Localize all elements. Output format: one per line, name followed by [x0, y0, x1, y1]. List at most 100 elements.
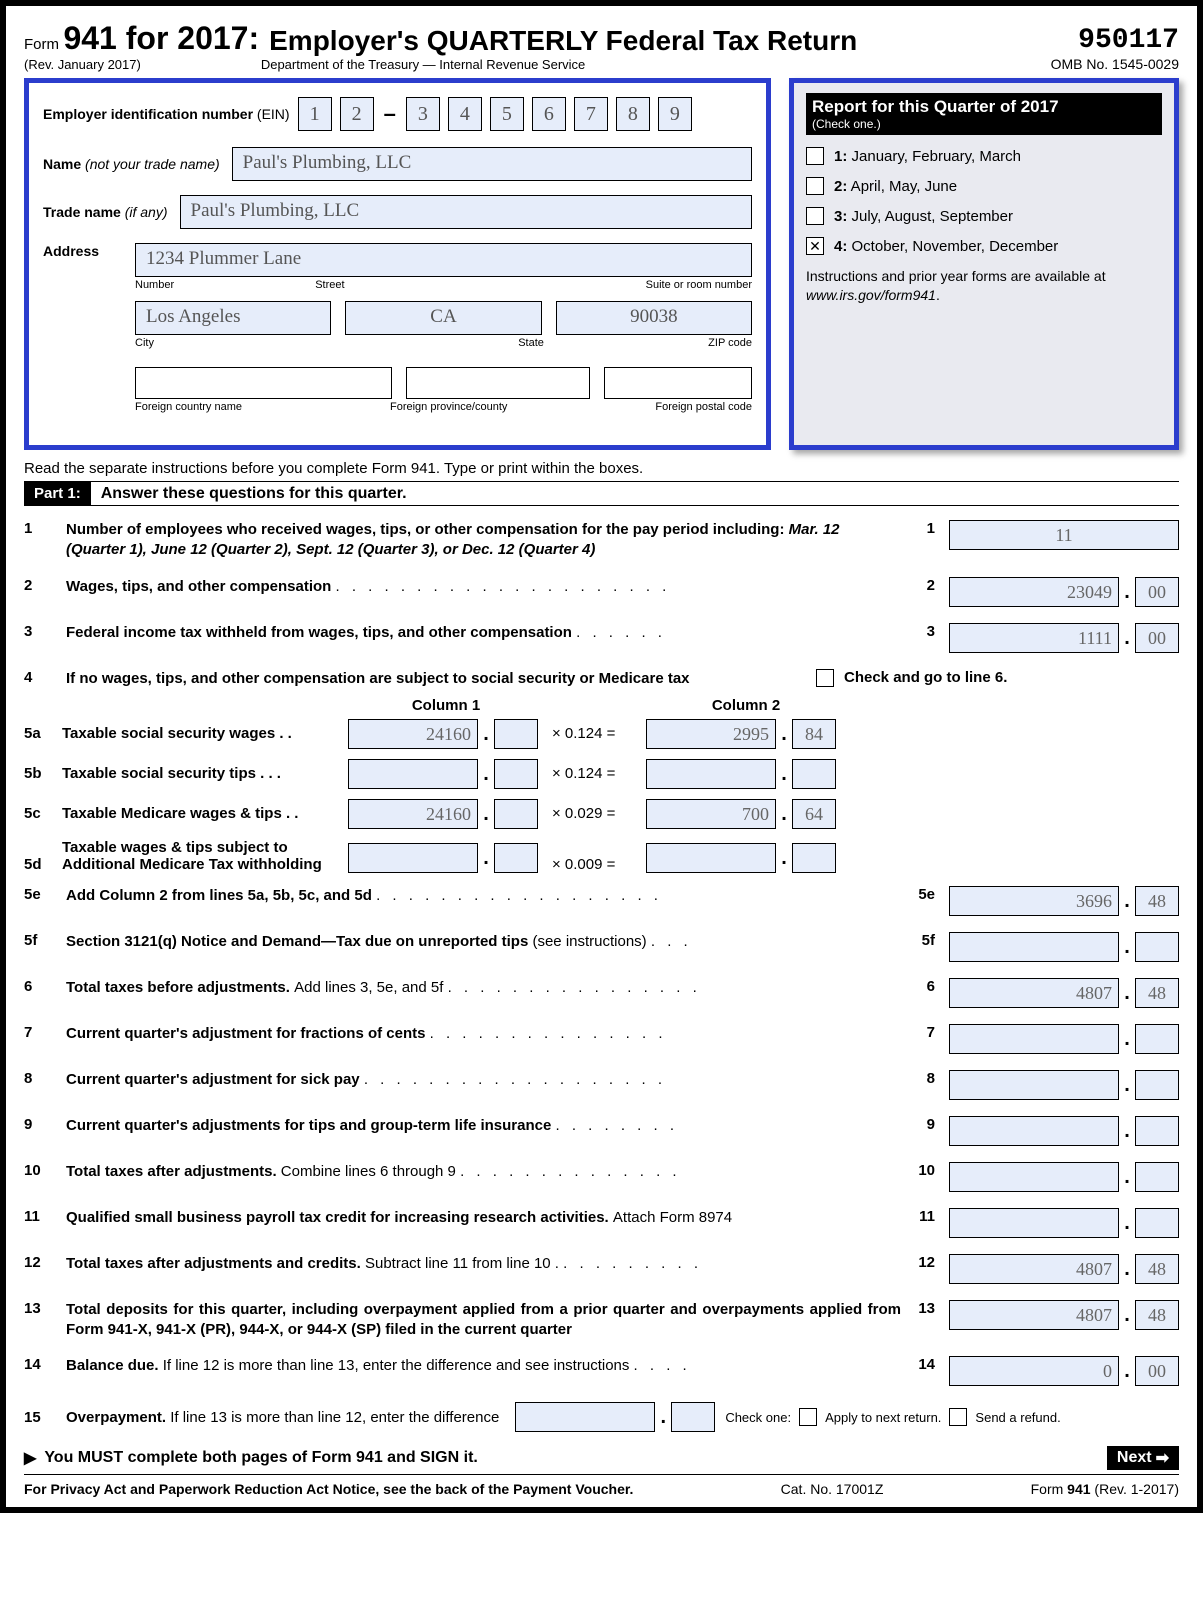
must-complete-label: You MUST complete both pages of Form 941…	[44, 1449, 478, 1467]
line-3-amount[interactable]: 1111.00	[949, 623, 1179, 653]
column-headers: Column 1 Column 2	[346, 697, 1179, 714]
city-input[interactable]: Los Angeles	[135, 301, 331, 335]
ein-abbr: (EIN)	[257, 106, 290, 122]
send-refund-checkbox[interactable]	[949, 1408, 967, 1426]
ein-digit-6[interactable]: 6	[532, 97, 566, 131]
line-5c-col2[interactable]: 700.64	[646, 799, 836, 829]
line-1: 1 Number of employees who received wages…	[24, 512, 1179, 569]
line-4-checkbox[interactable]	[816, 669, 834, 687]
line-6-amount[interactable]: 4807.48	[949, 978, 1179, 1008]
line-14-amount[interactable]: 0.00	[949, 1356, 1179, 1386]
line-5c-col1[interactable]: 24160.	[348, 799, 538, 829]
ein-label: Employer identification number	[43, 106, 253, 122]
line-2-amount[interactable]: 23049.00	[949, 577, 1179, 607]
sub-city: City	[135, 337, 154, 349]
quarter-1-label: 1: January, February, March	[834, 148, 1021, 165]
sub-fpost: Foreign postal code	[655, 401, 752, 413]
line-5f-amount[interactable]: .	[949, 932, 1179, 962]
line-2: 2 Wages, tips, and other compensation . …	[24, 569, 1179, 615]
line-10-amount[interactable]: .	[949, 1162, 1179, 1192]
line-13: 13 Total deposits for this quarter, incl…	[24, 1292, 1179, 1349]
line-12-amount[interactable]: 4807.48	[949, 1254, 1179, 1284]
zip-input[interactable]: 90038	[556, 301, 752, 335]
quarter-4-label: 4: October, November, December	[834, 238, 1058, 255]
foreign-province-input[interactable]	[406, 367, 590, 399]
trade-input[interactable]: Paul's Plumbing, LLC	[180, 195, 752, 229]
form-page: Form 941 for 2017: Employer's QUARTERLY …	[0, 0, 1203, 1513]
state-input[interactable]: CA	[345, 301, 541, 335]
ein-digit-9[interactable]: 9	[658, 97, 692, 131]
header-left: Form 941 for 2017: Employer's QUARTERLY …	[24, 20, 857, 72]
line-11-amount[interactable]: .	[949, 1208, 1179, 1238]
line-9: 9 Current quarter's adjustments for tips…	[24, 1108, 1179, 1154]
part-1-header: Part 1: Answer these questions for this …	[24, 481, 1179, 506]
part-1-tag: Part 1:	[24, 482, 91, 505]
line-5f: 5f Section 3121(q) Notice and Demand—Tax…	[24, 924, 1179, 970]
line-8-amount[interactable]: .	[949, 1070, 1179, 1100]
form-title: Employer's QUARTERLY Federal Tax Return	[269, 25, 857, 57]
line-5a-col2[interactable]: 2995.84	[646, 719, 836, 749]
employer-info-box: Employer identification number (EIN) 1 2…	[24, 78, 771, 450]
line-5a-col1[interactable]: 24160.	[348, 719, 538, 749]
quarter-title: Report for this Quarter of 2017 (Check o…	[806, 93, 1162, 135]
sub-fcn: Foreign country name	[135, 401, 242, 413]
ein-digit-4[interactable]: 4	[448, 97, 482, 131]
line-10: 10 Total taxes after adjustments. Combin…	[24, 1154, 1179, 1200]
ein-digit-1[interactable]: 1	[298, 97, 332, 131]
header: Form 941 for 2017: Employer's QUARTERLY …	[24, 20, 1179, 72]
name-input[interactable]: Paul's Plumbing, LLC	[232, 147, 752, 181]
quarter-1-checkbox[interactable]	[806, 147, 824, 165]
line-5b-col1[interactable]: .	[348, 759, 538, 789]
ein-digit-7[interactable]: 7	[574, 97, 608, 131]
ein-digit-2[interactable]: 2	[340, 97, 374, 131]
line-7-amount[interactable]: .	[949, 1024, 1179, 1054]
next-button[interactable]: Next➡	[1107, 1446, 1179, 1470]
arrow-icon: ▶	[24, 1448, 36, 1468]
line-5d-col1[interactable]: .	[348, 843, 538, 873]
name-label: Name	[43, 156, 81, 172]
catalog-number: Cat. No. 17001Z	[781, 1481, 884, 1497]
line-5d-col2[interactable]: .	[646, 843, 836, 873]
foreign-country-input[interactable]	[135, 367, 392, 399]
ein-dash: –	[382, 101, 398, 127]
line-5e: 5e Add Column 2 from lines 5a, 5b, 5c, a…	[24, 878, 1179, 924]
form-code: 950117	[1051, 25, 1179, 56]
ein-digit-5[interactable]: 5	[490, 97, 524, 131]
form-ref: Form 941 (Rev. 1-2017)	[1031, 1481, 1179, 1497]
form-word: Form	[24, 36, 59, 53]
quarter-3-checkbox[interactable]	[806, 207, 824, 225]
sub-street: Street	[315, 279, 344, 291]
quarter-4-checkbox[interactable]: ✕	[806, 237, 824, 255]
line-15-amount[interactable]: .	[515, 1402, 715, 1432]
apply-next-return-label: Apply to next return.	[825, 1410, 941, 1425]
sub-fpc: Foreign province/county	[390, 401, 507, 413]
quarter-2-checkbox[interactable]	[806, 177, 824, 195]
foreign-postal-input[interactable]	[604, 367, 752, 399]
street-input[interactable]: 1234 Plummer Lane	[135, 243, 752, 277]
sub-number: Number	[135, 279, 174, 291]
line-7: 7 Current quarter's adjustment for fract…	[24, 1016, 1179, 1062]
header-right: 950117 OMB No. 1545-0029	[1051, 25, 1179, 72]
line-4-check-label: Check and go to line 6.	[844, 669, 1007, 686]
line-5c: 5c Taxable Medicare wages & tips . . 241…	[24, 794, 1179, 834]
line-5b-col2[interactable]: .	[646, 759, 836, 789]
trade-hint: (if any)	[125, 204, 168, 220]
line-5e-amount[interactable]: 3696.48	[949, 886, 1179, 916]
trade-label: Trade name	[43, 204, 121, 220]
instructions-line: Read the separate instructions before yo…	[24, 460, 1179, 477]
line-9-amount[interactable]: .	[949, 1116, 1179, 1146]
apply-next-return-checkbox[interactable]	[799, 1408, 817, 1426]
form-revision: (Rev. January 2017)	[24, 57, 141, 72]
line-6: 6 Total taxes before adjustments. Add li…	[24, 970, 1179, 1016]
privacy-notice: For Privacy Act and Paperwork Reduction …	[24, 1481, 633, 1497]
line-1-value[interactable]: 11	[949, 520, 1179, 550]
quarter-box: Report for this Quarter of 2017 (Check o…	[789, 78, 1179, 450]
line-13-amount[interactable]: 4807.48	[949, 1300, 1179, 1330]
line-14: 14 Balance due. If line 12 is more than …	[24, 1348, 1179, 1394]
name-hint: (not your trade name)	[85, 156, 220, 172]
ein-digit-3[interactable]: 3	[406, 97, 440, 131]
sub-zip: ZIP code	[708, 337, 752, 349]
ein-row: Employer identification number (EIN) 1 2…	[43, 97, 752, 131]
ein-digit-8[interactable]: 8	[616, 97, 650, 131]
quarter-2-label: 2: April, May, June	[834, 178, 957, 195]
